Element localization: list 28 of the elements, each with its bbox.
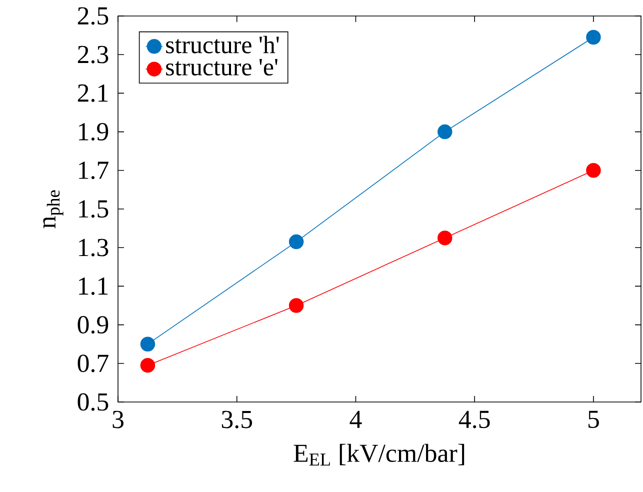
x-tick-label: 4 <box>350 410 362 428</box>
point <box>288 298 304 313</box>
y-tick-label: 1.5 <box>79 200 108 218</box>
x-tick-label: 3.5 <box>222 410 252 428</box>
y-tick-label: 2.3 <box>78 46 108 64</box>
x-tick-label: 5 <box>588 410 599 428</box>
point <box>586 163 601 178</box>
point <box>586 30 601 45</box>
y-tick-label: 0.7 <box>78 354 108 372</box>
y-tick-label: 1.3 <box>79 238 108 256</box>
point <box>438 124 452 140</box>
y-tick-label: 1.7 <box>79 162 108 180</box>
legend-label: structure 'h' <box>166 36 279 54</box>
y-axis-title: n$_{phe}$ <box>43 190 64 228</box>
x-tick-label: 3 <box>112 410 124 428</box>
x-tick-label: 4.5 <box>458 410 490 428</box>
y-tick-label: 0.5 <box>78 393 108 411</box>
point <box>438 230 452 246</box>
y-tick-label: 1.1 <box>79 277 108 295</box>
y-tick-label: 0.9 <box>78 316 108 334</box>
y-tick-label: 2.1 <box>78 84 108 102</box>
x-axis-title: E$_{EL}$ [kV/cm/bar] <box>294 444 464 466</box>
point <box>140 336 156 352</box>
point <box>140 358 156 373</box>
y-tick-label: 2.5 <box>78 7 108 25</box>
y-tick-label: 1.9 <box>79 123 108 141</box>
point <box>288 234 304 250</box>
legend-label: structure 'e' <box>166 58 278 76</box>
